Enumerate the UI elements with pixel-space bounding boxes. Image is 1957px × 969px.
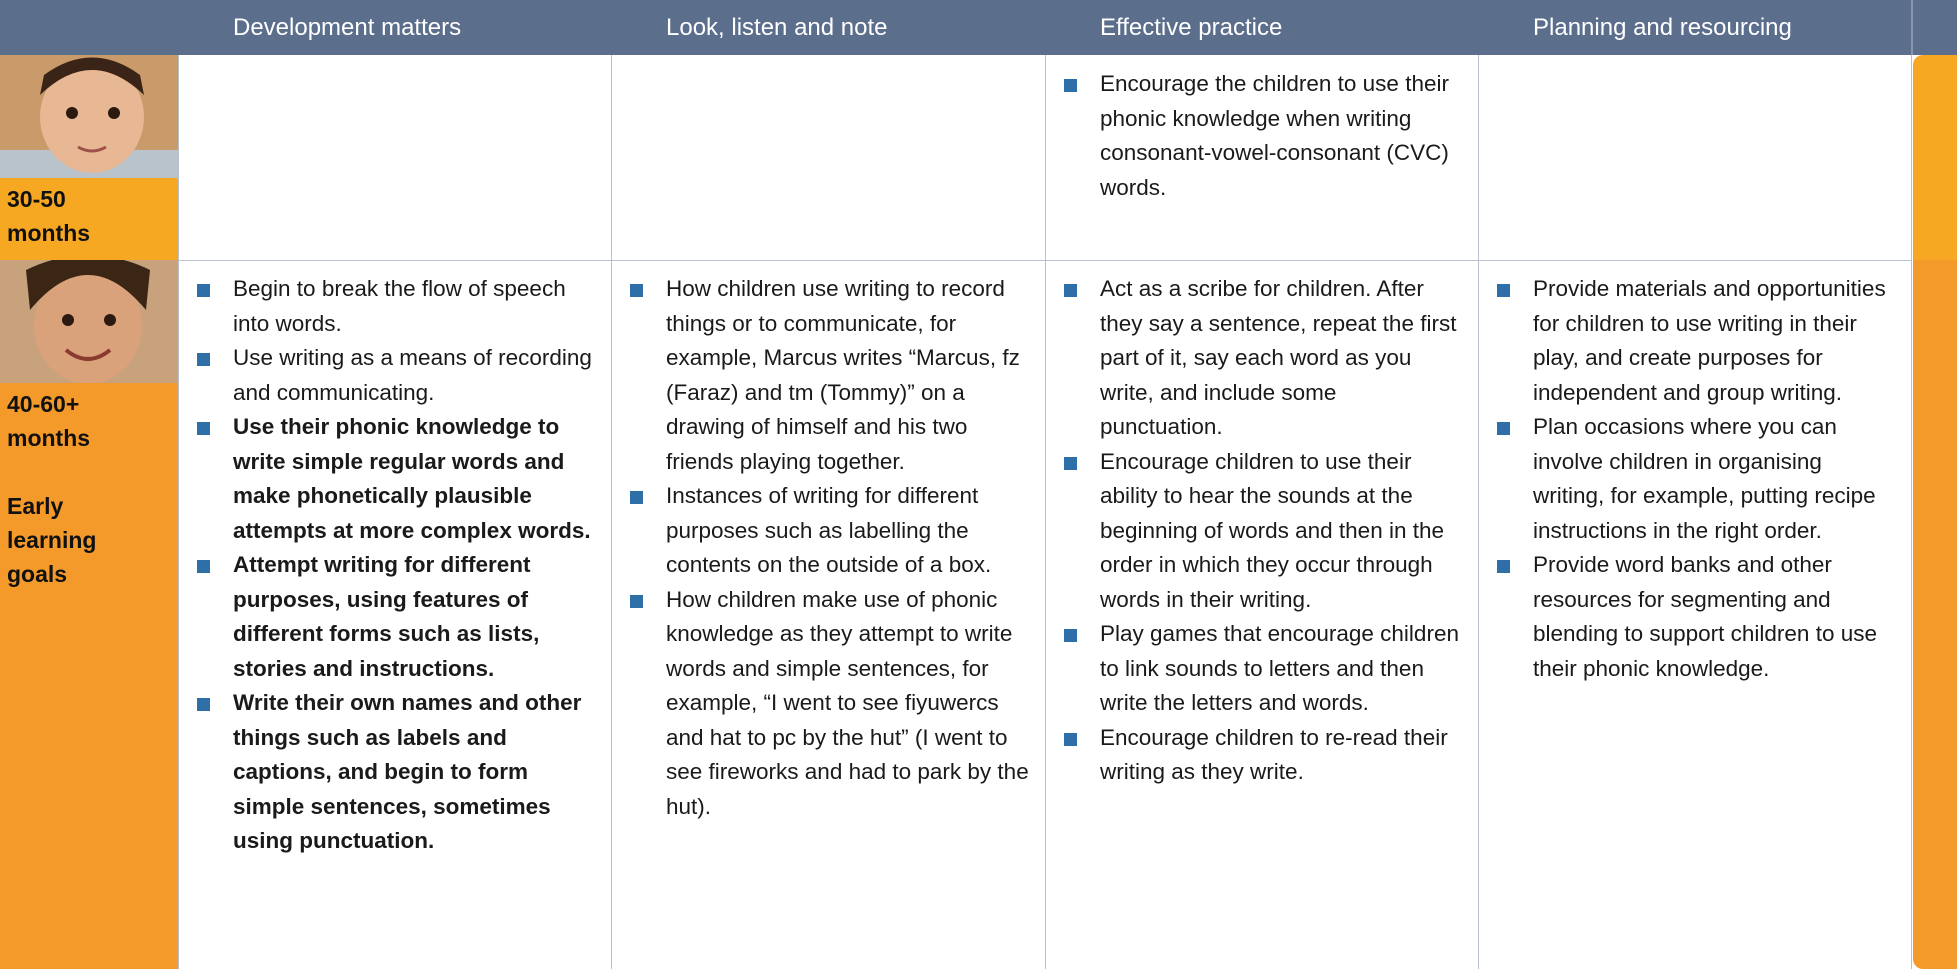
table-cell xyxy=(1478,55,1911,260)
bullet-text: Use their phonic knowledge to write simp… xyxy=(233,414,591,543)
column-header: Planning and resourcing xyxy=(1533,14,1792,41)
bullet-item: Provide word banks and other resources f… xyxy=(1497,548,1897,686)
table-cell: Act as a scribe for children. After they… xyxy=(1045,260,1478,969)
header-divider xyxy=(1911,0,1913,55)
bullet xyxy=(1497,560,1510,573)
bullet-text: Provide materials and opportunities for … xyxy=(1533,276,1886,405)
column-header: Development matters xyxy=(233,14,462,41)
bullet-text: Use writing as a means of recording and … xyxy=(233,345,592,405)
bullet-text: Instances of writing for different purpo… xyxy=(666,483,992,577)
bullet xyxy=(1497,284,1510,297)
table-cell: Provide materials and opportunities for … xyxy=(1478,260,1911,969)
bullet xyxy=(1064,456,1077,470)
row-divider xyxy=(178,260,1911,261)
age-label: 30-50 months xyxy=(7,186,91,246)
bullet-item: Provide materials and opportunities for … xyxy=(1497,272,1897,410)
bullet xyxy=(630,491,643,504)
column-divider xyxy=(178,55,179,969)
table-cell xyxy=(178,55,611,260)
column-divider xyxy=(1911,55,1912,969)
bullet-item: Instances of writing for different purpo… xyxy=(630,479,1030,583)
bullet-text: Encourage children to re-read their writ… xyxy=(1100,724,1448,785)
bullet-text: Begin to break the flow of speech into w… xyxy=(233,276,566,336)
column-header: Look, listen and note xyxy=(666,14,888,41)
bullet xyxy=(1497,422,1510,435)
bullet-text: How children use writing to record thing… xyxy=(666,276,1020,474)
child-photo xyxy=(0,260,178,383)
goal-label: Early learning goals xyxy=(7,493,97,587)
bullet-text: Play games that encourage children to li… xyxy=(1100,621,1459,715)
bullet-text: How children make use of phonic knowledg… xyxy=(666,586,1029,819)
bullet-item: Write their own names and other things s… xyxy=(197,686,597,859)
column-divider xyxy=(1045,55,1046,969)
bullet-text: Act as a scribe for children. After they… xyxy=(1100,276,1457,439)
bullet-item: Play games that encourage children to li… xyxy=(1064,617,1464,721)
table-cell: How children use writing to record thing… xyxy=(611,260,1044,969)
bullet-item: Encourage children to re-read their writ… xyxy=(1064,721,1464,790)
age-band xyxy=(0,178,178,260)
bullet xyxy=(197,560,210,573)
bullet-text: Write their own names and other things s… xyxy=(233,690,582,853)
bullet-item: Encourage children to use their ability … xyxy=(1064,445,1464,618)
age-label-box: 40-60+ months Early learning goals xyxy=(0,383,110,591)
bullet-item: Act as a scribe for children. After they… xyxy=(1064,272,1464,445)
bullet xyxy=(1064,79,1077,92)
bullet-text: Plan occasions where you can involve chi… xyxy=(1533,414,1876,543)
column-header: Effective practice xyxy=(1100,14,1283,41)
bullet-item: How children make use of phonic knowledg… xyxy=(630,583,1030,825)
bullet-text: Provide word banks and other resources f… xyxy=(1533,552,1877,681)
bullet xyxy=(1064,732,1077,746)
age-label-box: 30-50 months xyxy=(0,178,110,250)
bullet xyxy=(197,284,210,297)
bullet xyxy=(630,594,643,608)
bullet-item: Use writing as a means of recording and … xyxy=(197,341,597,410)
bullet xyxy=(630,284,643,297)
table-cell: Encourage the children to use their phon… xyxy=(1045,55,1478,260)
bullet xyxy=(197,422,210,435)
header-bar xyxy=(0,0,1957,55)
bullet-text: Encourage the children to use their phon… xyxy=(1100,71,1449,200)
column-divider xyxy=(611,55,612,969)
bullet-item: Encourage the children to use their phon… xyxy=(1064,67,1464,205)
table-cell xyxy=(611,55,1044,260)
bullet xyxy=(197,353,210,366)
bullet xyxy=(1064,629,1077,642)
bullet-item: Use their phonic knowledge to write simp… xyxy=(197,410,597,548)
child-photo xyxy=(0,55,178,178)
bullet xyxy=(197,698,210,711)
bullet-item: How children use writing to record thing… xyxy=(630,272,1030,479)
bullet-text: Attempt writing for different purposes, … xyxy=(233,552,540,681)
bullet-item: Attempt writing for different purposes, … xyxy=(197,548,597,686)
bullet xyxy=(1064,284,1077,297)
bullet-item: Begin to break the flow of speech into w… xyxy=(197,272,597,341)
table-cell: Begin to break the flow of speech into w… xyxy=(178,260,611,969)
age-label: 40-60+ months xyxy=(7,391,91,451)
bullet-item: Plan occasions where you can involve chi… xyxy=(1497,410,1897,548)
side-strip xyxy=(1913,55,1957,260)
bullet-text: Encourage children to use their ability … xyxy=(1100,448,1445,612)
side-strip xyxy=(1913,260,1957,969)
column-divider xyxy=(1478,55,1479,969)
